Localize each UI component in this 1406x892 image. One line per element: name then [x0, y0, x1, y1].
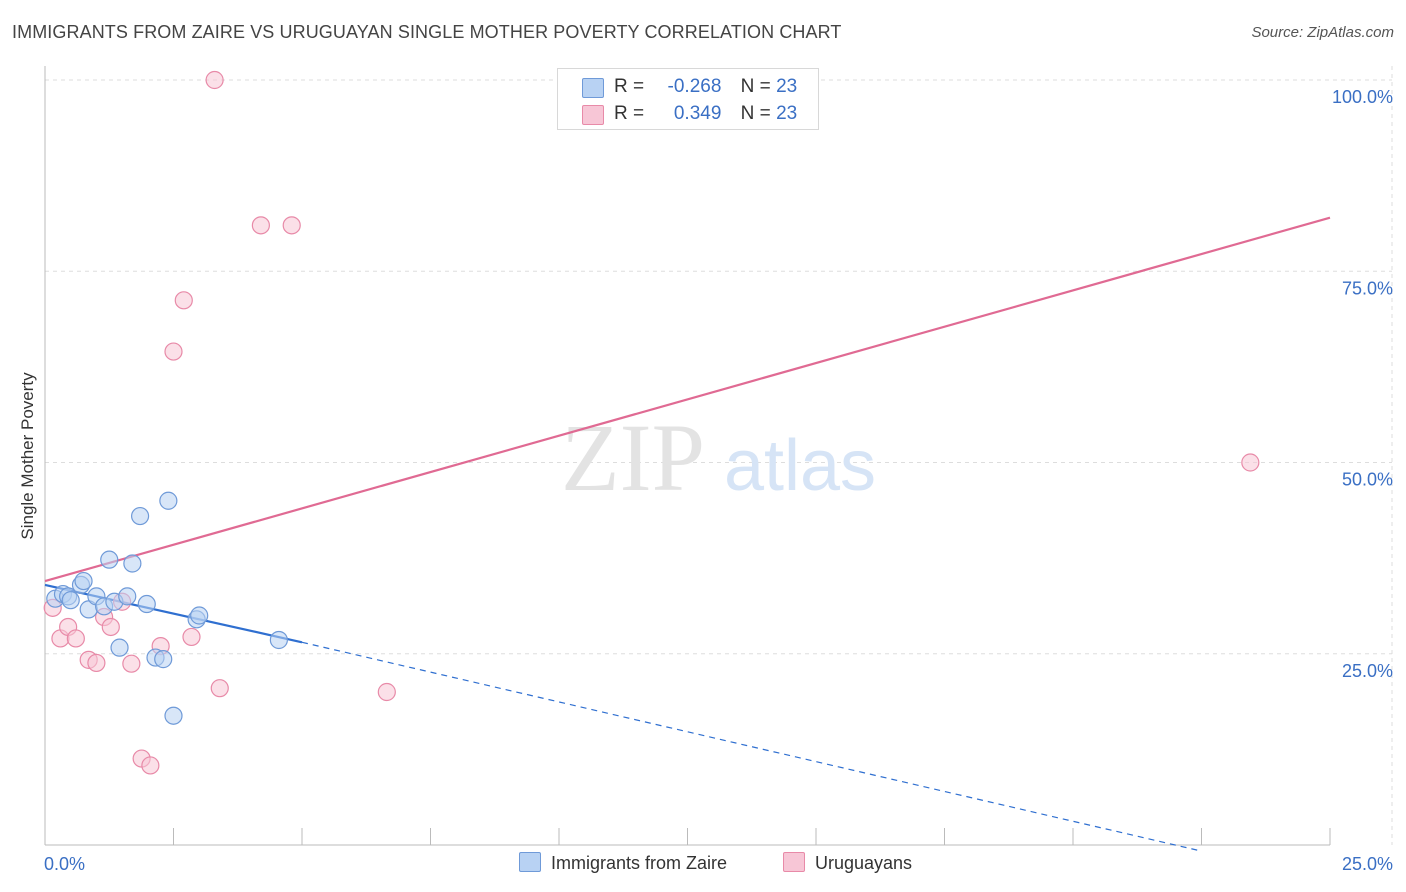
point-zaire-5 [74, 571, 93, 591]
legend-item-uruguayans: Uruguayans [783, 852, 912, 874]
r-label: R = [614, 103, 645, 124]
point-zaire-21 [190, 606, 209, 625]
point-uruguayans-7 [101, 617, 120, 637]
y-axis-label: Single Mother Poverty [18, 372, 37, 540]
legend-swatch-blue [582, 78, 604, 98]
legend-label-uruguayans: Uruguayans [815, 853, 913, 873]
legend-swatch-blue [519, 852, 541, 872]
chart-title: IMMIGRANTS FROM ZAIRE VS URUGUAYAN SINGL… [12, 22, 842, 42]
point-zaire-11 [110, 638, 129, 657]
point-uruguayans-20 [377, 682, 396, 702]
legend-text-uruguayans: R = 0.349 N = 23 [614, 103, 797, 125]
n-label: N = [740, 76, 771, 97]
point-uruguayans-18 [251, 216, 270, 235]
legend-swatch-pink [582, 105, 604, 125]
watermark: ZIP atlas [561, 404, 876, 511]
trend-line-uruguayans [44, 216, 1331, 583]
r-value: 0.349 [673, 103, 722, 124]
r-label: R = [614, 76, 645, 97]
point-uruguayans-14 [174, 291, 193, 310]
y-tick-label-25: 25.0% [1342, 661, 1393, 681]
data-points [43, 70, 1260, 775]
point-uruguayans-15 [182, 627, 201, 647]
point-uruguayans-11 [141, 756, 160, 775]
tick-labels: 25.0% 50.0% 75.0% 100.0% 0.0% 25.0% [44, 87, 1393, 874]
y-tick-label-100: 100.0% [1332, 87, 1393, 107]
point-zaire-13 [123, 554, 142, 573]
point-uruguayans-13 [164, 342, 183, 361]
point-uruguayans-16 [205, 70, 224, 90]
legend-text-zaire: R = -0.268 N = 23 [614, 76, 797, 98]
point-zaire-12 [118, 587, 137, 606]
point-uruguayans-9 [122, 654, 141, 673]
y-tick-label-50: 50.0% [1342, 470, 1393, 490]
point-zaire-17 [154, 650, 173, 669]
y-tick-label-75: 75.0% [1342, 278, 1393, 298]
point-uruguayans-22 [1241, 453, 1260, 472]
n-value: 23 [776, 103, 798, 124]
legend-label-zaire: Immigrants from Zaire [551, 853, 728, 873]
point-zaire-3 [61, 591, 80, 610]
trend-lines [44, 216, 1331, 852]
point-zaire-15 [137, 594, 156, 614]
point-zaire-22 [269, 630, 288, 650]
x-tick-label-25: 25.0% [1342, 854, 1393, 874]
point-zaire-9 [100, 550, 119, 569]
point-uruguayans-17 [210, 679, 229, 698]
point-uruguayans-19 [282, 216, 301, 235]
r-value: -0.268 [667, 76, 722, 97]
watermark-atlas: atlas [724, 426, 876, 506]
trend-line-zaire-extension [301, 641, 1202, 852]
n-label: N = [740, 103, 771, 124]
grid-lines [45, 66, 1393, 845]
point-zaire-18 [159, 491, 178, 510]
point-uruguayans-3 [66, 629, 85, 648]
point-zaire-14 [130, 506, 150, 526]
axes [44, 66, 1331, 846]
source-label: Source: ZipAtlas.com [1251, 24, 1394, 41]
legend-swatch-pink [783, 852, 805, 872]
watermark-zip: ZIP [561, 404, 705, 511]
point-uruguayans-5 [87, 653, 106, 673]
n-value: 23 [776, 76, 798, 97]
correlation-legend: R = -0.268 N = 23 R = 0.349 N = 23 [557, 68, 819, 130]
x-tick-label-0: 0.0% [44, 854, 85, 874]
legend-item-zaire: Immigrants from Zaire [519, 852, 727, 874]
point-zaire-19 [164, 706, 183, 725]
